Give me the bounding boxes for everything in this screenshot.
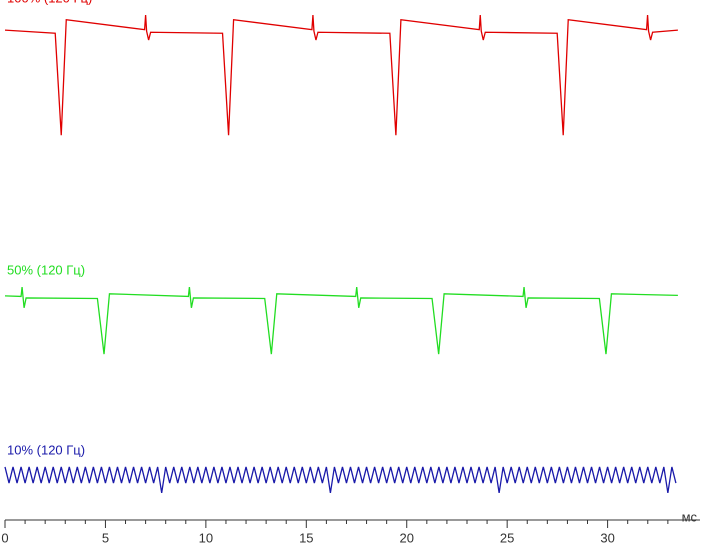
x-tick-label: 5 [102,530,109,545]
trace-line [4,286,678,355]
x-tick-label: 25 [500,530,514,545]
x-tick-label: 10 [199,530,213,545]
trace-label: 50% (120 Гц) [7,262,85,277]
x-tick-label: 20 [399,530,413,545]
trace-label: 10% (120 Гц) [7,442,85,457]
x-tick-label: 0 [1,530,8,545]
trace-label: 100% (120 Гц) [7,0,92,6]
x-tick-label: 30 [600,530,614,545]
trace-line [4,15,678,136]
x-tick-label: 15 [299,530,313,545]
trace-line [4,466,677,494]
x-axis-label: мс [682,509,698,524]
